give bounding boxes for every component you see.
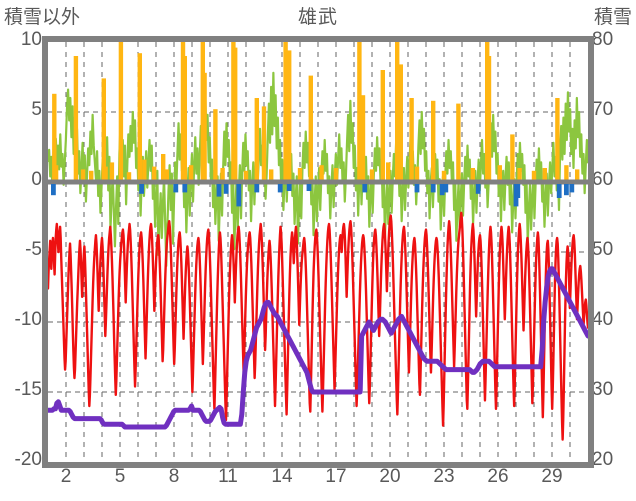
plot-area: [48, 42, 588, 462]
x-tick: 8: [168, 466, 180, 487]
y-tick-right: 30: [592, 379, 614, 400]
y-tick-left: -15: [14, 379, 42, 400]
y-tick-right: 50: [592, 239, 614, 260]
right-axis-title: 積雪: [593, 7, 632, 28]
y-tick-left: -5: [25, 239, 42, 260]
y-tick-left: 0: [31, 169, 42, 190]
x-tick: 29: [541, 466, 563, 487]
x-tick: 2: [60, 466, 72, 487]
y-tick-right: 60: [592, 169, 614, 190]
x-tick: 5: [114, 466, 126, 487]
y-tick-left: -10: [14, 309, 42, 330]
x-tick: 26: [487, 466, 509, 487]
y-tick-right: 70: [592, 99, 614, 120]
y-tick-right: 20: [592, 449, 614, 470]
x-tick: 17: [325, 466, 347, 487]
y-tick-left: 10: [20, 29, 42, 50]
x-tick: 11: [218, 466, 238, 487]
y-tick-left: -20: [14, 449, 42, 470]
chart-title: 雄武: [297, 7, 338, 28]
left-axis-title: 積雪以外: [4, 7, 81, 28]
x-tick: 20: [379, 466, 401, 487]
y-tick-left: 5: [31, 99, 42, 120]
x-tick: 23: [433, 466, 455, 487]
y-tick-right: 40: [592, 309, 614, 330]
x-tick: 14: [271, 466, 293, 487]
y-tick-right: 80: [592, 29, 614, 50]
chart-canvas: [48, 42, 588, 462]
